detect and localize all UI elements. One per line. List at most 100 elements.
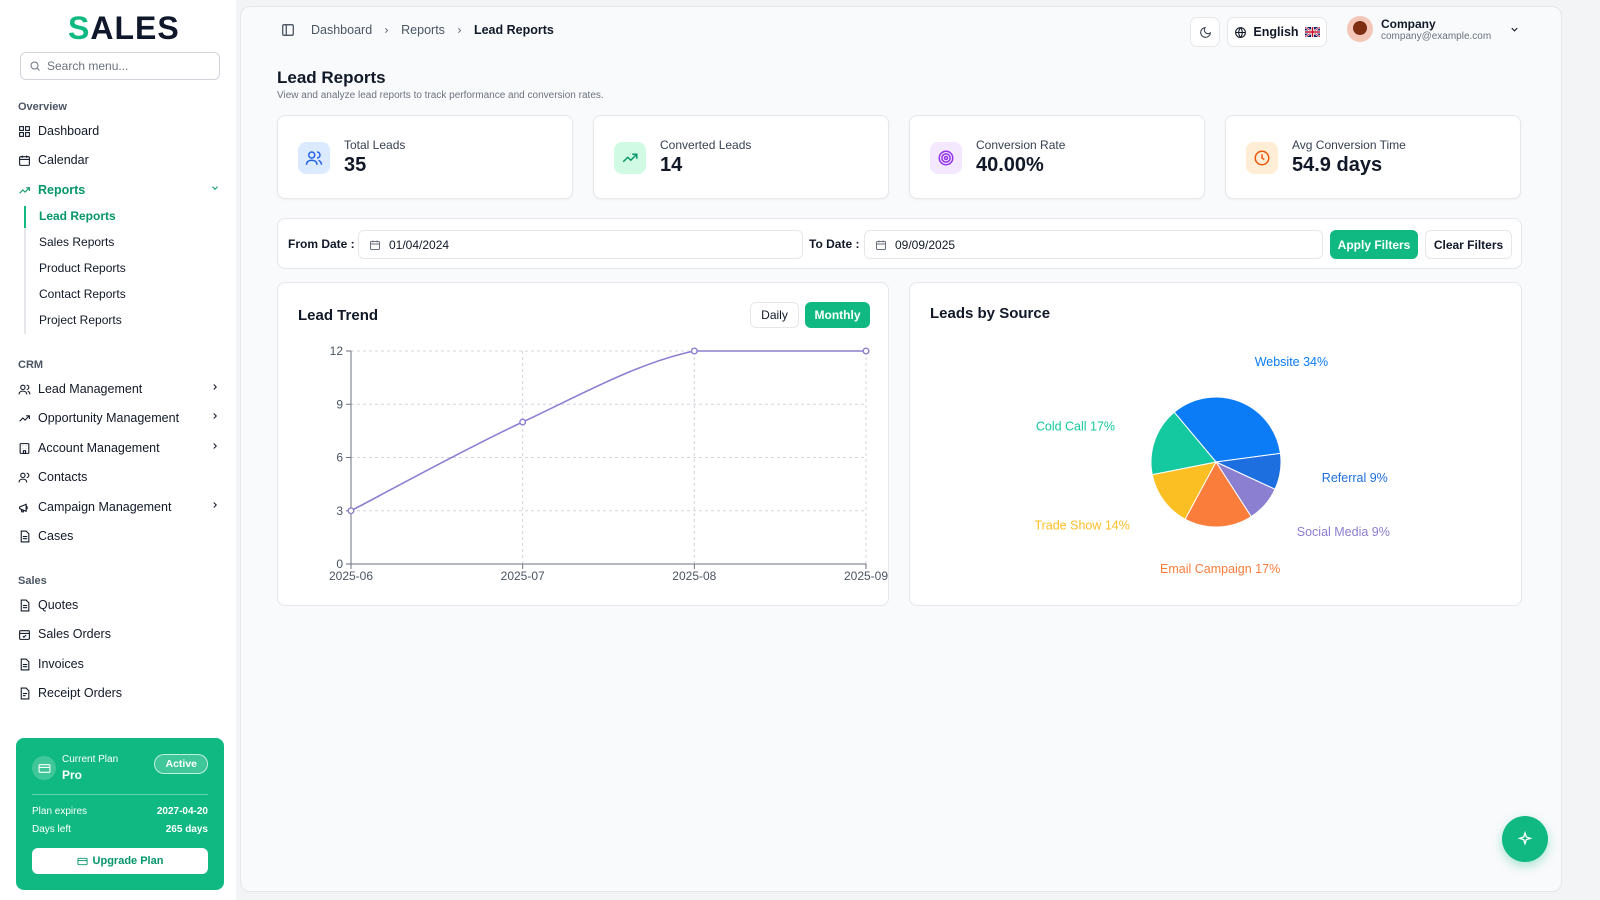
filter-bar: From Date : 01/04/2024 To Date : 09/09/2… xyxy=(277,218,1522,269)
to-date-input[interactable]: 09/09/2025 xyxy=(864,230,1323,259)
pie-slice xyxy=(1151,461,1217,520)
search-icon xyxy=(30,61,40,71)
from-date-value: 01/04/2024 xyxy=(389,237,450,252)
sidebar-subitem-contact-reports[interactable]: Contact Reports xyxy=(39,287,126,301)
target-icon xyxy=(930,142,962,174)
to-date-label: To Date : xyxy=(809,237,860,251)
sidebar-item-label: Quotes xyxy=(38,598,79,612)
avatar xyxy=(1347,16,1373,42)
breadcrumb-dashboard[interactable]: Dashboard xyxy=(311,23,373,37)
stat-value: 40.00% xyxy=(976,154,1044,176)
receipt-icon xyxy=(20,687,30,699)
file-icon xyxy=(20,530,30,542)
chevron-right-icon[interactable] xyxy=(210,500,220,510)
lead-trend-chart: 0 3 6 9 12 2025-06 2025-07 2025-08 2025-09 xyxy=(329,344,888,583)
sidebar-item-label: Contacts xyxy=(38,470,88,484)
sidebar-item-sales-orders[interactable]: Sales Orders xyxy=(18,622,222,646)
file-icon xyxy=(20,599,30,611)
sidebar-subitem-sales-reports[interactable]: Sales Reports xyxy=(39,235,115,249)
x-tick-label: 2025-08 xyxy=(672,569,716,583)
section-title-sales: Sales xyxy=(18,575,47,587)
from-date-input[interactable]: 01/04/2024 xyxy=(358,230,803,259)
plan-divider xyxy=(32,794,208,795)
chevron-right-icon[interactable] xyxy=(210,411,220,421)
stat-label: Total Leads xyxy=(344,138,406,152)
daily-toggle-button[interactable]: Daily xyxy=(750,302,799,328)
sidebar-item-campaign-management[interactable]: Campaign Management xyxy=(18,495,222,519)
topbar: Dashboard Reports Lead Reports English C… xyxy=(241,7,1561,55)
globe-icon xyxy=(1235,26,1247,38)
sidebar-item-quotes[interactable]: Quotes xyxy=(18,593,222,617)
language-label: English xyxy=(1253,25,1299,39)
upgrade-plan-button[interactable]: Upgrade Plan xyxy=(32,848,208,874)
y-tick-label: 9 xyxy=(336,397,343,411)
chevron-right-icon[interactable] xyxy=(210,441,220,451)
calendar-icon xyxy=(370,240,380,250)
data-point xyxy=(690,347,698,355)
ai-assistant-button[interactable] xyxy=(1502,816,1548,862)
main-panel: Dashboard Reports Lead Reports English C… xyxy=(240,6,1562,892)
sidebar-item-reports[interactable]: Reports xyxy=(18,178,222,202)
uk-flag-icon xyxy=(1304,27,1320,37)
sidebar-item-label: Dashboard xyxy=(38,124,100,138)
moon-icon xyxy=(1199,26,1211,38)
x-tick-label: 2025-06 xyxy=(329,569,373,583)
pie-slice xyxy=(1184,461,1252,528)
chevron-down-icon[interactable] xyxy=(210,183,220,193)
section-title-overview: Overview xyxy=(18,101,67,113)
stat-value: 54.9 days xyxy=(1292,154,1383,176)
sidebar-item-account-management[interactable]: Account Management xyxy=(18,436,222,460)
trending-up-icon xyxy=(19,186,30,194)
calendar-icon xyxy=(19,155,30,166)
sidebar-item-label: Campaign Management xyxy=(38,500,172,514)
plan-expires-label: Plan expires xyxy=(32,806,88,817)
sidebar-item-calendar[interactable]: Calendar xyxy=(18,148,222,172)
apply-filters-button[interactable]: Apply Filters xyxy=(1330,230,1418,259)
sparkles-icon xyxy=(1517,831,1533,846)
sidebar-item-label: Lead Management xyxy=(38,382,143,396)
dashboard-icon xyxy=(19,125,30,137)
monthly-toggle-button[interactable]: Monthly xyxy=(805,302,870,328)
data-point xyxy=(862,347,870,355)
credit-card-icon xyxy=(32,756,56,780)
sidebar-item-dashboard[interactable]: Dashboard xyxy=(18,119,222,143)
pie-slice xyxy=(1150,411,1217,476)
sidebar-subitem-lead-reports[interactable]: Lead Reports xyxy=(39,209,116,223)
sidebar-item-contacts[interactable]: Contacts xyxy=(18,465,222,489)
sidebar: SALES Overview Dashboard Calendar Report… xyxy=(0,0,236,900)
sidebar-item-label: Opportunity Management xyxy=(38,411,180,425)
sidebar-item-label: Cases xyxy=(38,529,74,543)
user-email: company@example.com xyxy=(1381,30,1492,42)
pie-slice-label: Referral 9% xyxy=(1322,471,1388,485)
plan-days-row: Days left 265 days xyxy=(32,824,208,835)
chevron-right-icon xyxy=(457,27,462,33)
lead-trend-card: Lead Trend Daily Monthly 0 3 6 9 12 2025-06 20… xyxy=(277,282,889,606)
sidebar-item-cases[interactable]: Cases xyxy=(18,524,222,548)
sidebar-subitem-project-reports[interactable]: Project Reports xyxy=(39,313,122,327)
clear-filters-button[interactable]: Clear Filters xyxy=(1425,230,1512,259)
stat-label: Conversion Rate xyxy=(976,138,1066,152)
building-icon xyxy=(19,442,30,454)
trending-up-icon xyxy=(614,142,646,174)
sidebar-toggle-icon[interactable] xyxy=(281,23,295,37)
y-tick-label: 6 xyxy=(336,451,343,465)
search-input[interactable] xyxy=(47,59,207,73)
plan-expires-row: Plan expires 2027-04-20 xyxy=(32,806,208,817)
breadcrumb-reports[interactable]: Reports xyxy=(401,23,445,37)
chevron-right-icon[interactable] xyxy=(210,382,220,392)
sidebar-subitem-product-reports[interactable]: Product Reports xyxy=(39,261,126,275)
app-logo[interactable]: SALES xyxy=(68,10,180,46)
language-selector[interactable]: English xyxy=(1227,17,1327,47)
calendar-check-icon xyxy=(19,629,30,640)
sidebar-item-lead-management[interactable]: Lead Management xyxy=(18,377,222,401)
sidebar-item-label: Receipt Orders xyxy=(38,686,123,700)
x-tick-label: 2025-09 xyxy=(844,569,888,583)
user-menu[interactable]: Company company@example.com xyxy=(1347,16,1520,42)
theme-toggle-button[interactable] xyxy=(1190,17,1220,47)
stat-value: 14 xyxy=(660,154,683,176)
plan-expires-value: 2027-04-20 xyxy=(156,806,208,817)
sidebar-item-receipt-orders[interactable]: Receipt Orders xyxy=(18,681,222,705)
sidebar-item-invoices[interactable]: Invoices xyxy=(18,652,222,676)
users-icon xyxy=(298,142,330,174)
sidebar-item-opportunity-management[interactable]: Opportunity Management xyxy=(18,406,222,430)
